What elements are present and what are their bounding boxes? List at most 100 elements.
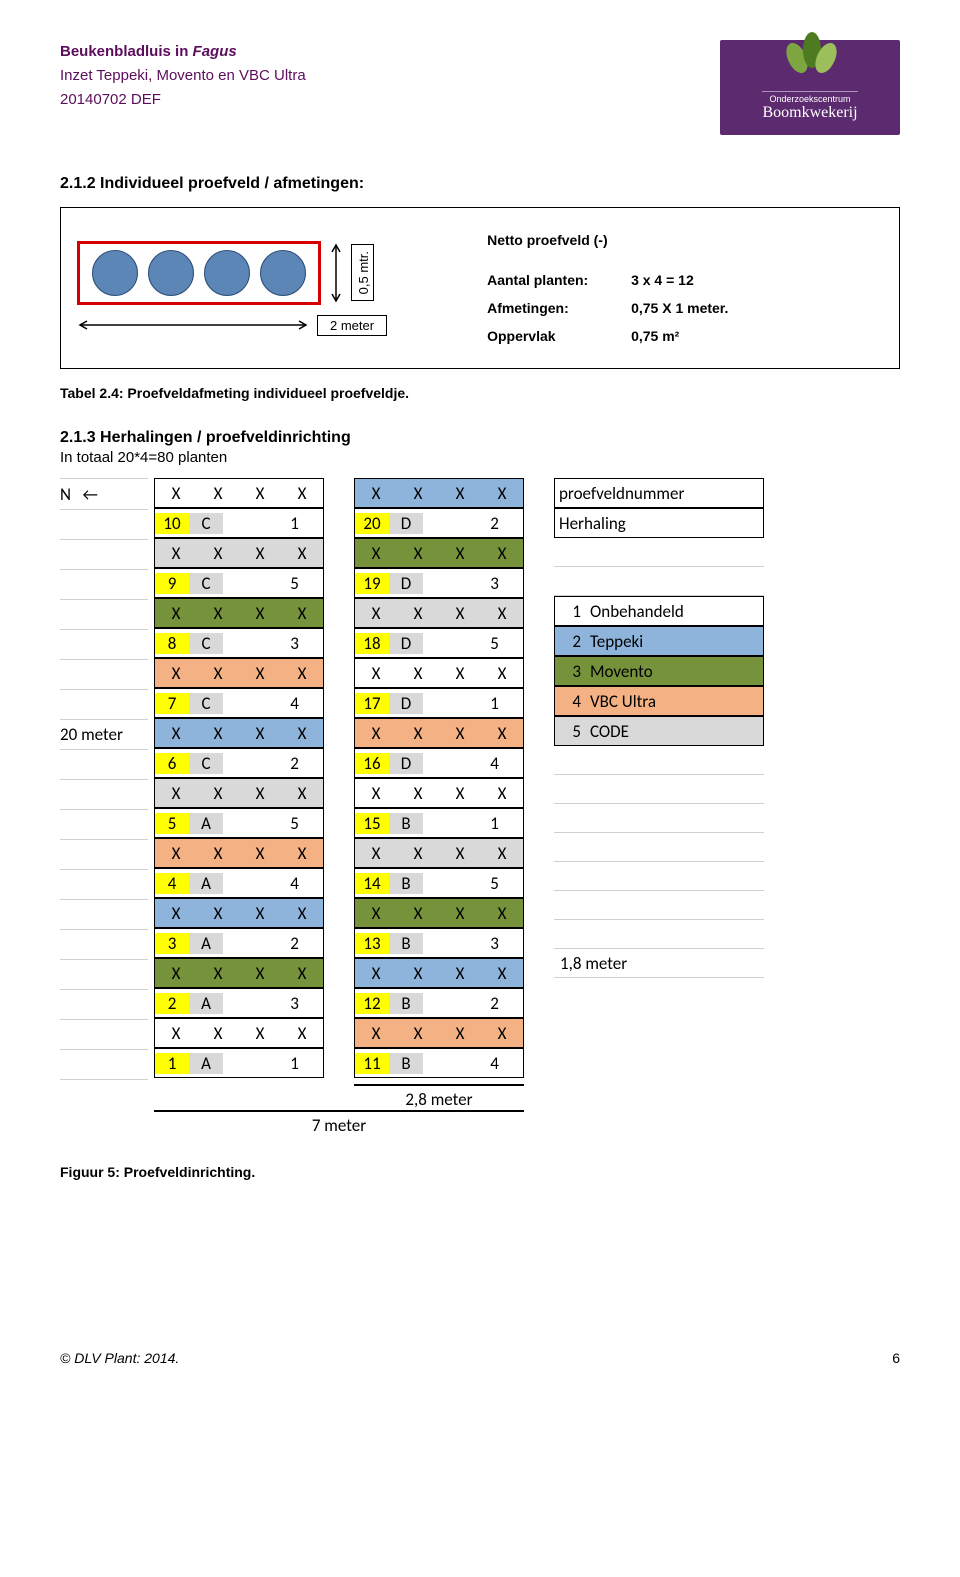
- info-lab: Afmetingen:: [487, 294, 617, 322]
- legend-row: 1Onbehandeld: [554, 596, 764, 626]
- logo-big: Boomkwekerij: [762, 104, 857, 122]
- code-row: 9C5: [154, 568, 324, 598]
- code-row: 20D2: [354, 508, 524, 538]
- treatment-number: 2: [466, 993, 523, 1014]
- treatment-number: 1: [266, 1053, 323, 1074]
- code-row: 2A3: [154, 988, 324, 1018]
- treatment-number: 2: [466, 513, 523, 534]
- treatment-number: 4: [466, 753, 523, 774]
- plot-number: 16: [355, 753, 389, 774]
- header-text: Beukenbladluis in Fagus Inzet Teppeki, M…: [60, 40, 306, 135]
- info-lab: Oppervlak: [487, 322, 617, 350]
- plot-number: 13: [355, 933, 389, 954]
- legend-txt: Herhaling: [555, 513, 763, 534]
- code-row: 4A4: [154, 868, 324, 898]
- dim-right: 1,8 meter: [554, 949, 764, 978]
- plot-number: 7: [155, 693, 189, 714]
- rep-letter: C: [189, 513, 223, 534]
- plot-number: 8: [155, 633, 189, 654]
- header-line3: 20140702 DEF: [60, 88, 306, 112]
- rep-letter: C: [189, 753, 223, 774]
- plant-row: XXXX: [354, 538, 524, 568]
- rep-letter: D: [389, 753, 423, 774]
- horizontal-arrow-icon: [77, 318, 309, 332]
- treatment-number: 5: [266, 573, 323, 594]
- code-row: 8C3: [154, 628, 324, 658]
- treatment-number: 1: [466, 693, 523, 714]
- legend-row: 3Movento: [554, 656, 764, 686]
- plant-row: XXXX: [354, 898, 524, 928]
- plant-row: XXXX: [154, 478, 324, 508]
- legend-row: 4VBC Ultra: [554, 686, 764, 716]
- dim-mid: 2,8 meter: [354, 1084, 524, 1110]
- legend-txt: proefveldnummer: [555, 483, 763, 504]
- height-label: 20 meter: [60, 720, 148, 750]
- legend-row: 2Teppeki: [554, 626, 764, 656]
- code-row: 3A2: [154, 928, 324, 958]
- field-diagram-box: 0,5 mtr. 2 meter Netto proefveld (-) Aan…: [60, 207, 900, 369]
- plant-row: XXXX: [354, 718, 524, 748]
- code-row: 12B2: [354, 988, 524, 1018]
- treatment-number: 3: [266, 633, 323, 654]
- info-val: 0,75 X 1 meter.: [631, 294, 728, 322]
- plot-number: 6: [155, 753, 189, 774]
- page-header: Beukenbladluis in Fagus Inzet Teppeki, M…: [60, 40, 900, 135]
- code-row: 17D 1: [354, 688, 524, 718]
- legend-row: 5CODE: [554, 716, 764, 746]
- rep-letter: B: [389, 933, 423, 954]
- section-title: 2.1.2 Individueel proefveld / afmetingen…: [60, 175, 900, 193]
- treatment-number: 5: [466, 633, 523, 654]
- north-label: N ←: [60, 480, 148, 510]
- rep-letter: C: [189, 693, 223, 714]
- info-val: 0,75 m²: [631, 322, 679, 350]
- vertical-arrow-icon: [329, 242, 343, 304]
- header-line2: Inzet Teppeki, Movento en VBC Ultra: [60, 64, 306, 88]
- plant-row: XXXX: [354, 778, 524, 808]
- treatment-number: 5: [466, 873, 523, 894]
- plant-row: XXXX: [354, 1018, 524, 1048]
- leaf-icon: [782, 28, 838, 80]
- plant-row: XXXX: [354, 958, 524, 988]
- info-block: Netto proefveld (-) Aantal planten:3 x 4…: [487, 226, 728, 350]
- rep-letter: B: [389, 813, 423, 834]
- info-val: 3 x 4 = 12: [631, 266, 694, 294]
- sub-line: In totaal 20*4=80 planten: [60, 449, 900, 466]
- rep-letter: B: [389, 993, 423, 1014]
- logo-small: Onderzoekscentrum: [762, 91, 857, 104]
- plot-number: 20: [355, 513, 389, 534]
- plot-number: 4: [155, 873, 189, 894]
- logo: Onderzoekscentrum Boomkwekerij: [720, 40, 900, 135]
- treatment-number: 2: [266, 933, 323, 954]
- plot-number: 2: [155, 993, 189, 1014]
- plot-box: [77, 241, 321, 305]
- header-line1a: Beukenbladluis in: [60, 43, 193, 60]
- plant-row: XXXX: [354, 838, 524, 868]
- rep-letter: D: [389, 693, 423, 714]
- code-row: 10C1: [154, 508, 324, 538]
- code-row: 7C4: [154, 688, 324, 718]
- page-footer: © DLV Plant: 2014. 6: [60, 1350, 900, 1366]
- header-line1b: Fagus: [193, 43, 237, 60]
- plant-row: XXXX: [154, 718, 324, 748]
- plot-number: 3: [155, 933, 189, 954]
- legend-top-row: Herhaling: [554, 508, 764, 538]
- code-row: 5A5: [154, 808, 324, 838]
- plant-row: XXXX: [154, 538, 324, 568]
- treatment-number: 3: [266, 993, 323, 1014]
- field-diagram: 0,5 mtr.: [77, 241, 387, 305]
- column-a: XXXX10C1XXXX9C5XXXX8C3XXXX7C4XXXX6C2XXXX…: [154, 478, 324, 1080]
- rep-letter: D: [389, 573, 423, 594]
- code-row: 18D5: [354, 628, 524, 658]
- plant-row: XXXX: [154, 1018, 324, 1048]
- plot-number: 9: [155, 573, 189, 594]
- plant-row: XXXX: [354, 658, 524, 688]
- figure-caption: Figuur 5: Proefveldinrichting.: [60, 1164, 900, 1180]
- sub-title: 2.1.3 Herhalingen / proefveldinrichting: [60, 429, 900, 447]
- plot-number: 17: [355, 693, 389, 714]
- code-row: 11B4: [354, 1048, 524, 1078]
- plot-number: 5: [155, 813, 189, 834]
- rep-letter: A: [189, 1053, 223, 1074]
- treatment-number: 4: [266, 873, 323, 894]
- treatment-number: 5: [266, 813, 323, 834]
- code-row: 13B3: [354, 928, 524, 958]
